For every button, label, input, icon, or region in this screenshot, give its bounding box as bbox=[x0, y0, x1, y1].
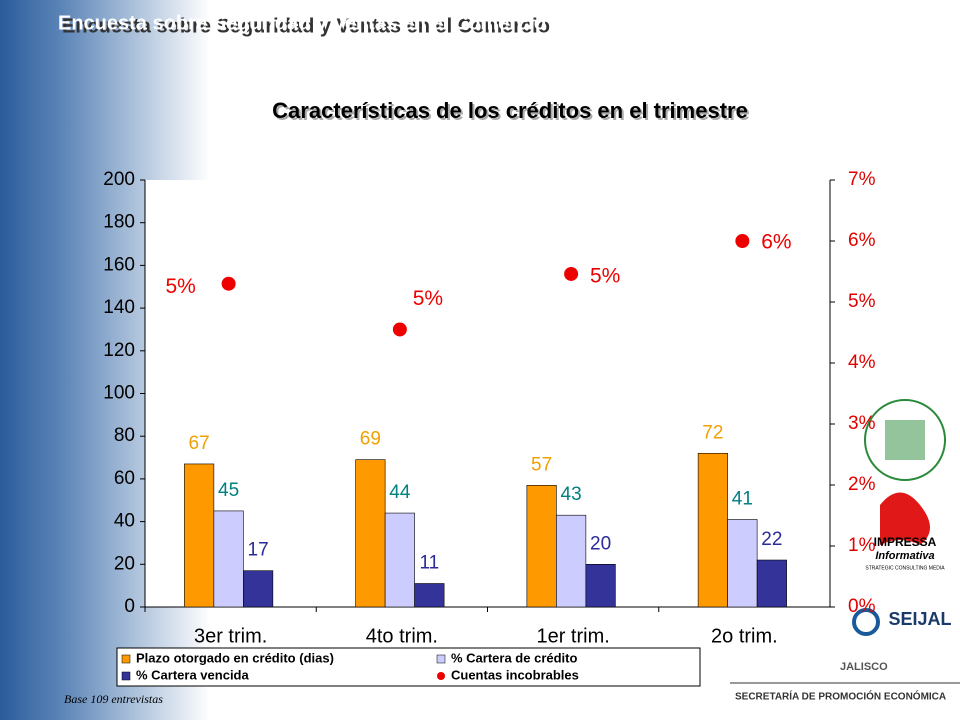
point bbox=[392, 322, 407, 337]
data-label: 44 bbox=[389, 482, 411, 503]
y-tick-label: 180 bbox=[103, 212, 135, 233]
logo-shield bbox=[885, 420, 925, 460]
logo-ring bbox=[864, 399, 946, 481]
bar bbox=[213, 510, 244, 608]
data-label: 20 bbox=[590, 533, 611, 554]
y-tick-label: 160 bbox=[103, 254, 135, 275]
data-label: 22 bbox=[761, 529, 782, 550]
y-tick-label: 20 bbox=[114, 553, 135, 574]
data-label: 41 bbox=[732, 488, 753, 509]
data-label: 72 bbox=[702, 422, 723, 443]
data-label: 5% bbox=[165, 275, 195, 298]
x-tick-label: 3er trim. bbox=[194, 625, 267, 647]
legend-label: Cuentas incobrables bbox=[451, 667, 579, 682]
point bbox=[564, 266, 579, 281]
legend-swatch bbox=[121, 654, 131, 664]
y2-tick-label: 2% bbox=[848, 474, 876, 495]
bar bbox=[384, 512, 415, 608]
logos: IMPRESSA Informativa STRATEGIC CONSULTIN… bbox=[730, 399, 960, 703]
x-tick-label: 1er trim. bbox=[536, 625, 609, 647]
legend-label: Plazo otorgado en crédito (dias) bbox=[136, 650, 334, 665]
header-shadow: Encuesta sobre Seguridad y Ventas en el … bbox=[62, 15, 550, 37]
y-tick-label: 140 bbox=[103, 297, 135, 318]
data-label: 17 bbox=[248, 540, 269, 561]
bar bbox=[184, 463, 215, 608]
y2-tick-label: 3% bbox=[848, 413, 876, 434]
legend-swatch bbox=[436, 654, 446, 664]
logo-circle bbox=[852, 608, 880, 636]
logo-rule bbox=[730, 682, 960, 684]
chart-title: Características de los créditos en el tr… bbox=[272, 98, 748, 123]
y2-tick-label: 1% bbox=[848, 535, 876, 556]
data-label: 5% bbox=[413, 287, 443, 310]
data-label: 6% bbox=[761, 231, 791, 254]
data-label: 67 bbox=[189, 433, 210, 454]
x-tick-label: 2o trim. bbox=[711, 625, 778, 647]
y2-tick-label: 4% bbox=[848, 352, 876, 373]
data-label: 5% bbox=[590, 264, 620, 287]
y2-tick-label: 7% bbox=[848, 169, 876, 190]
y-tick-label: 80 bbox=[114, 425, 135, 446]
y2-tick-label: 6% bbox=[848, 230, 876, 251]
bar bbox=[585, 563, 616, 608]
y-tick-label: 100 bbox=[103, 383, 135, 404]
logo-text: Informativa bbox=[875, 550, 934, 562]
bar bbox=[727, 519, 758, 608]
data-label: 69 bbox=[360, 429, 381, 450]
bar bbox=[756, 559, 787, 608]
legend-label: % Cartera vencida bbox=[136, 667, 249, 682]
bar bbox=[697, 452, 728, 608]
bar bbox=[556, 514, 587, 608]
data-label: 43 bbox=[561, 484, 582, 505]
y-tick-label: 40 bbox=[114, 511, 135, 532]
y-tick-label: 120 bbox=[103, 340, 135, 361]
legend-label: % Cartera de crédito bbox=[451, 650, 577, 665]
logo-text: STRATEGIC CONSULTING MEDIA bbox=[865, 565, 945, 571]
bar bbox=[355, 459, 386, 608]
bar bbox=[414, 583, 445, 608]
footnote: Base 109 entrevistas bbox=[64, 692, 163, 706]
y-tick-label: 200 bbox=[103, 169, 135, 190]
logo-text: JALISCO bbox=[840, 661, 888, 673]
point bbox=[221, 276, 236, 291]
bar bbox=[526, 485, 557, 608]
legend-swatch bbox=[437, 672, 445, 680]
legend bbox=[116, 647, 701, 687]
bar bbox=[243, 570, 274, 608]
logo-s bbox=[880, 492, 930, 545]
logo-text: IMPRESSA bbox=[874, 535, 937, 549]
chart-title-shadow: Características de los créditos en el tr… bbox=[274, 100, 750, 125]
data-label: 11 bbox=[420, 553, 440, 574]
y2-tick-label: 5% bbox=[848, 291, 876, 312]
x-tick-label: 4to trim. bbox=[366, 625, 438, 647]
logo-text: SECRETARÍA DE PROMOCIÓN ECONÓMICA bbox=[735, 690, 946, 703]
point bbox=[735, 234, 750, 248]
logo-text: SEIJAL bbox=[888, 609, 951, 629]
data-label: 57 bbox=[531, 454, 552, 475]
y-tick-label: 0 bbox=[124, 596, 135, 617]
data-label: 45 bbox=[218, 480, 239, 501]
header-title: Encuesta sobre Seguridad y Ventas en el … bbox=[58, 12, 546, 34]
y2-tick-label: 0% bbox=[848, 596, 876, 617]
legend-swatch bbox=[121, 671, 131, 681]
y-tick-label: 60 bbox=[114, 468, 135, 489]
